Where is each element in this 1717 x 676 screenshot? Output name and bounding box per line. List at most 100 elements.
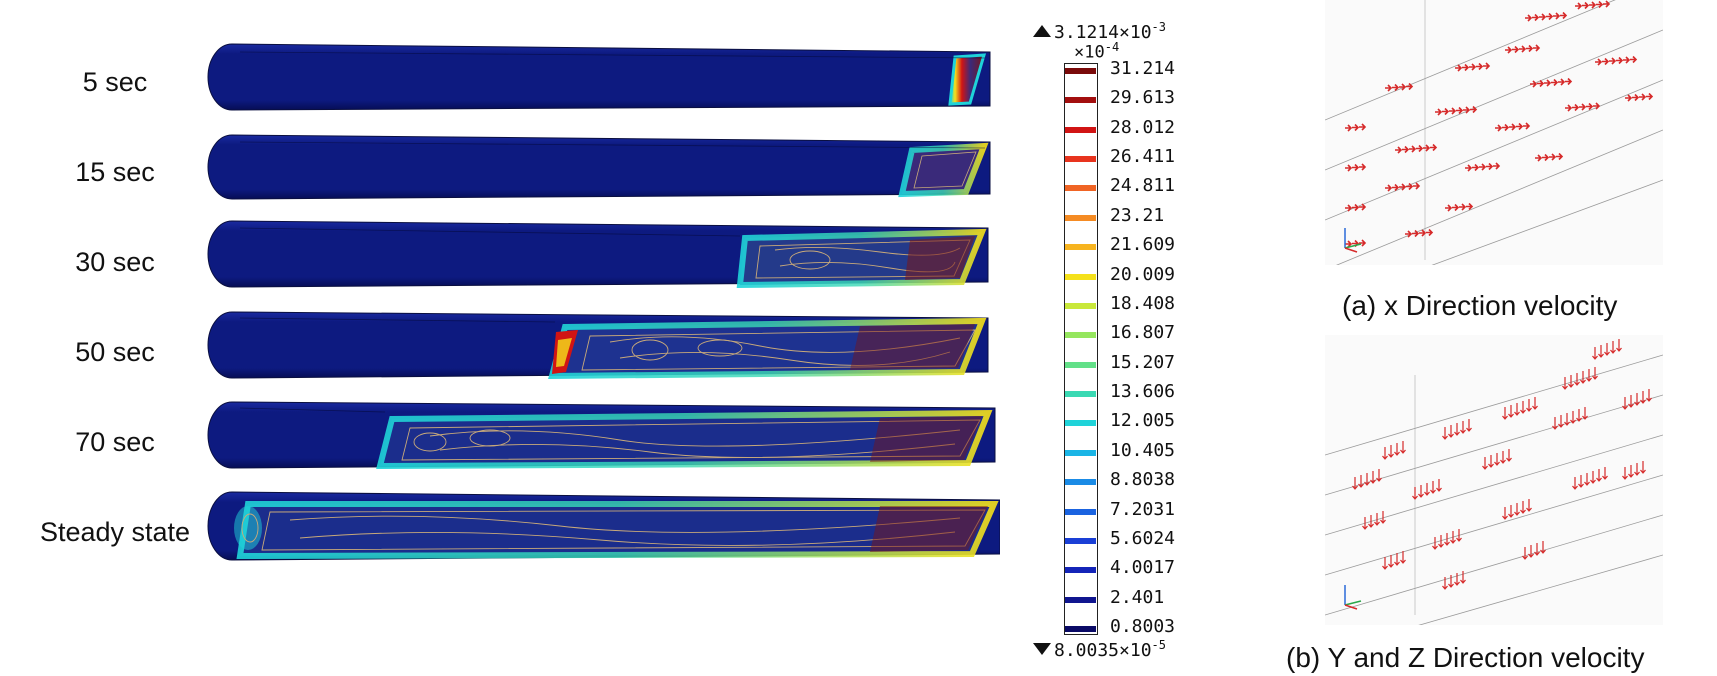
tube-50s	[207, 311, 989, 380]
velocity-arrow	[1449, 107, 1457, 115]
velocity-arrow	[1448, 425, 1454, 438]
colorbar-tick	[1065, 361, 1096, 368]
velocity-arrow	[1535, 154, 1543, 162]
velocity-arrow	[1385, 84, 1393, 92]
colorbar-tick-label: 31.214	[1110, 58, 1176, 79]
velocity-arrow	[1432, 537, 1438, 550]
velocity-arrow	[1514, 403, 1520, 416]
colorbar-tick	[1065, 449, 1096, 456]
velocity-arrow	[1539, 13, 1547, 21]
velocity-arrow	[1630, 55, 1638, 64]
velocity-arrow	[1488, 455, 1494, 468]
colorbar-tick	[1065, 537, 1096, 544]
colorbar-scale: ×10-4	[1074, 40, 1119, 63]
colorbar-tick-label: 7.2031	[1110, 498, 1176, 520]
tube-simulations	[207, 43, 1000, 561]
velocity-arrow	[1399, 83, 1407, 91]
velocity-arrow	[1623, 56, 1631, 64]
velocity-arrow	[1345, 204, 1353, 212]
velocity-arrow	[1394, 553, 1400, 566]
time-label-70s: 70 sec	[75, 427, 155, 457]
velocity-arrow	[1382, 447, 1388, 460]
velocity-arrow	[1462, 63, 1470, 72]
colorbar-tick	[1065, 214, 1096, 221]
velocity-arrow	[1520, 501, 1526, 514]
velocity-arrow	[1596, 469, 1602, 482]
velocity-arrow	[1574, 373, 1580, 386]
velocity-arrow	[1628, 395, 1634, 408]
colorbar-scale-value: ×10	[1074, 42, 1105, 63]
colorbar-tick-label: 4.0017	[1110, 557, 1176, 579]
colorbar-tick	[1065, 391, 1096, 398]
velocity-arrow	[1502, 507, 1508, 520]
velocity-arrow	[1438, 535, 1444, 548]
colorbar-tick-label: 0.8003	[1110, 616, 1176, 637]
velocity-arrow	[1593, 102, 1601, 110]
velocity-arrow	[1423, 144, 1431, 152]
velocity-arrow	[1459, 203, 1467, 211]
velocity-arrow	[1399, 183, 1407, 191]
velocity-arrow	[1634, 463, 1640, 476]
velocity-arrow	[1454, 423, 1460, 436]
velocity-arrow	[1602, 57, 1610, 66]
velocity-arrow	[1450, 531, 1456, 544]
velocity-arrow	[1359, 163, 1367, 171]
velocity-arrow	[1616, 56, 1624, 65]
velocity-arrow	[1553, 12, 1561, 20]
velocity-arrow	[1506, 449, 1512, 462]
axis-triad-icon-b	[1344, 585, 1362, 610]
velocity-arrow	[1400, 441, 1406, 454]
velocity-arrow	[1616, 339, 1622, 352]
colorbar-tick	[1065, 156, 1096, 163]
velocity-arrow	[1579, 103, 1587, 111]
x-velocity-arrows	[1345, 0, 1654, 248]
velocity-arrow	[1430, 143, 1438, 152]
velocity-arrow	[1448, 575, 1454, 588]
velocity-arrow	[1551, 78, 1559, 87]
velocity-arrow	[1444, 533, 1450, 546]
colorbar-min: 8.0035×10-5	[1054, 638, 1166, 661]
velocity-arrow	[1523, 122, 1531, 130]
velocity-arrow	[1430, 481, 1436, 494]
velocity-arrow	[1493, 162, 1501, 170]
velocity-arrow	[1552, 417, 1558, 430]
colorbar-tick-label: 2.401	[1110, 586, 1165, 608]
x-velocity-panel	[1325, 0, 1663, 265]
velocity-arrow	[1622, 467, 1628, 480]
velocity-arrow	[1362, 517, 1368, 530]
velocity-arrow	[1460, 571, 1466, 584]
velocity-arrow	[1532, 397, 1538, 410]
velocity-arrow	[1610, 341, 1616, 354]
velocity-arrow	[1456, 106, 1464, 115]
velocity-arrow	[1592, 367, 1598, 380]
velocity-arrow	[1426, 228, 1434, 237]
velocity-arrow	[1388, 445, 1394, 458]
colorbar-tick-label: 28.012	[1110, 116, 1176, 138]
velocity-arrow	[1572, 477, 1578, 490]
velocity-arrow	[1603, 0, 1611, 8]
velocity-arrow	[1406, 82, 1414, 91]
colorbar-tick-label: 18.408	[1110, 292, 1176, 314]
colorbar-tick	[1065, 626, 1096, 632]
velocity-arrow	[1556, 152, 1564, 161]
colorbar-tick	[1065, 596, 1096, 603]
velocity-arrow	[1465, 164, 1473, 172]
velocity-arrow	[1409, 145, 1417, 153]
velocity-arrow	[1609, 57, 1617, 65]
velocity-arrow	[1442, 427, 1448, 440]
velocity-arrow	[1534, 543, 1540, 556]
velocity-arrow	[1604, 343, 1610, 356]
velocity-arrow	[1565, 77, 1573, 86]
velocity-arrow	[1359, 239, 1367, 247]
velocity-arrow	[1402, 145, 1410, 154]
velocity-arrow	[1436, 479, 1442, 492]
colorbar-tick	[1065, 567, 1096, 574]
velocity-arrow	[1592, 347, 1598, 360]
velocity-arrow	[1640, 461, 1646, 474]
velocity-arrow	[1380, 511, 1386, 524]
velocity-arrow	[1640, 391, 1646, 404]
velocity-arrow	[1568, 375, 1574, 388]
velocity-arrow	[1435, 108, 1443, 116]
velocity-arrow	[1544, 79, 1552, 87]
yz-velocity-arrows	[1352, 339, 1652, 590]
